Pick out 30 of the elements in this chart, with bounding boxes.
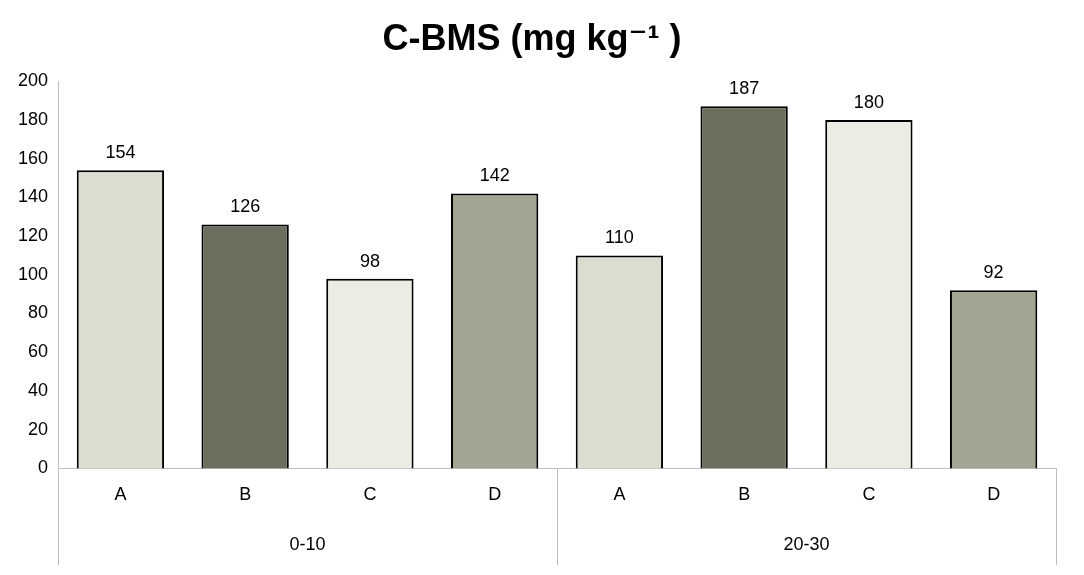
text: 20-30 xyxy=(783,533,830,554)
text: 0-10 xyxy=(289,533,326,554)
data-label: 187 xyxy=(729,78,760,99)
y-tick-label: 60 xyxy=(28,341,49,362)
y-tick-label: 40 xyxy=(28,379,49,400)
y-tick-label: 140 xyxy=(17,186,49,207)
data-label: 92 xyxy=(983,262,1004,283)
data-label: 154 xyxy=(105,142,136,163)
y-tick-label: 200 xyxy=(17,70,49,91)
x-tick-label: A xyxy=(613,484,626,505)
chart-title: C-BMS (mg kg⁻¹ ) xyxy=(382,16,682,58)
data-label: 98 xyxy=(359,250,380,271)
data-label: 110 xyxy=(605,227,634,248)
y-tick-label: 80 xyxy=(28,302,49,323)
x-tick-label: B xyxy=(738,484,751,505)
data-label: 180 xyxy=(853,91,884,112)
x-tick-label: B xyxy=(239,484,252,505)
y-tick-label: 180 xyxy=(17,108,49,129)
x-tick-label: D xyxy=(488,484,502,505)
x-tick-label: C xyxy=(862,484,876,505)
x-tick-label: C xyxy=(363,484,377,505)
y-tick-label: 160 xyxy=(17,147,49,168)
data-label: 142 xyxy=(479,165,510,186)
data-label: 126 xyxy=(230,196,261,217)
x-tick-label: A xyxy=(114,484,127,505)
y-tick-label: 0 xyxy=(38,457,49,478)
y-tick-label: 120 xyxy=(17,225,49,246)
y-tick-label: 20 xyxy=(28,418,49,439)
x-tick-label: D xyxy=(987,484,1001,505)
y-tick-label: 100 xyxy=(17,263,49,284)
